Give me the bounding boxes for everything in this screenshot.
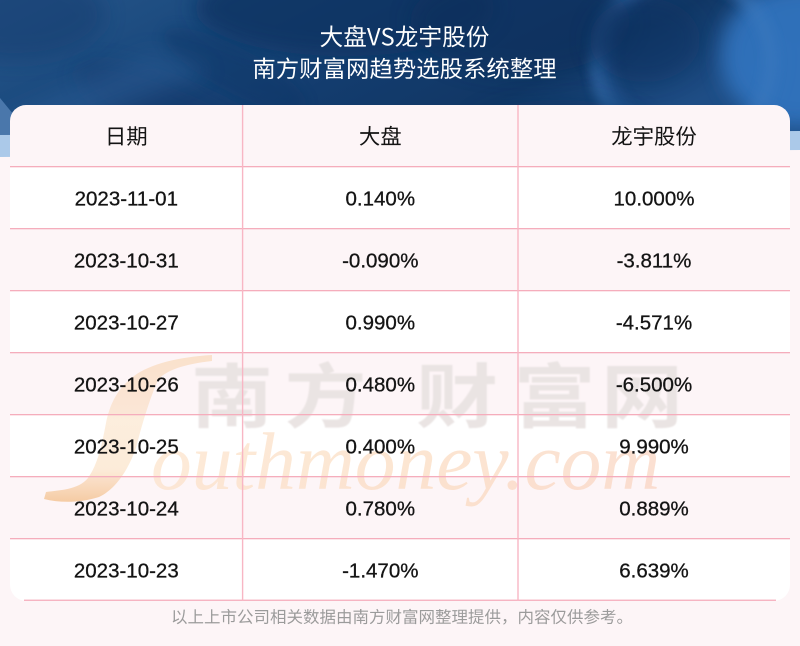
svg-text:outhmoney.com: outhmoney.com <box>151 416 660 507</box>
svg-text:0.889%: 0.889% <box>619 497 689 520</box>
svg-text:2023-10-24: 2023-10-24 <box>74 497 179 520</box>
svg-text:0.990%: 0.990% <box>346 311 416 334</box>
svg-text:-1.470%: -1.470% <box>342 559 418 582</box>
svg-text:6.639%: 6.639% <box>619 559 689 582</box>
svg-text:0.780%: 0.780% <box>346 497 416 520</box>
svg-text:2023-10-31: 2023-10-31 <box>74 249 179 272</box>
svg-text:2023-10-23: 2023-10-23 <box>74 559 179 582</box>
svg-text:0.480%: 0.480% <box>346 373 416 396</box>
svg-text:0.400%: 0.400% <box>346 435 416 458</box>
svg-text:2023-11-01: 2023-11-01 <box>75 187 178 210</box>
svg-text:10.000%: 10.000% <box>614 187 695 210</box>
svg-text:-0.090%: -0.090% <box>342 249 418 272</box>
svg-text:2023-10-25: 2023-10-25 <box>74 435 179 458</box>
svg-text:0.140%: 0.140% <box>346 187 416 210</box>
svg-text:9.990%: 9.990% <box>619 435 689 458</box>
svg-text:-4.571%: -4.571% <box>616 311 692 334</box>
svg-text:-6.500%: -6.500% <box>616 373 692 396</box>
svg-text:2023-10-27: 2023-10-27 <box>74 311 179 334</box>
svg-text:-3.811%: -3.811% <box>617 249 692 272</box>
svg-text:2023-10-26: 2023-10-26 <box>74 373 179 396</box>
